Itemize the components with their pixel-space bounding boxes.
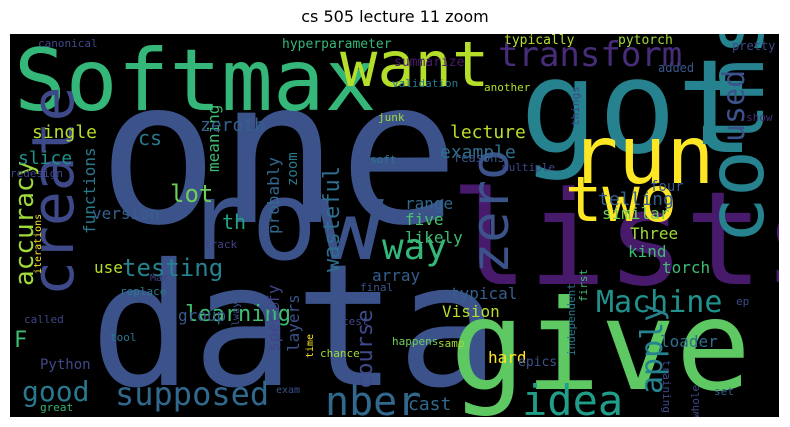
word-called: called xyxy=(24,313,64,326)
word-range: range xyxy=(405,194,454,213)
word-pretty: pretty xyxy=(732,39,776,53)
word-run: run xyxy=(570,109,715,202)
word-independent: independent xyxy=(565,283,578,356)
word-final: final xyxy=(360,281,394,294)
word-similar: similar xyxy=(602,204,670,223)
word-lecture: lecture xyxy=(450,122,526,143)
word-transform: transform xyxy=(498,35,683,75)
word-zeroth: zeroth xyxy=(200,115,266,136)
word-testing: testing xyxy=(122,254,224,282)
word-lists: lists xyxy=(450,163,779,315)
word-cs: cs xyxy=(138,126,163,150)
word-two: two xyxy=(565,163,677,236)
word-happens: happens xyxy=(392,335,439,348)
word-pytorch: pytorch xyxy=(618,34,673,48)
word-show: show xyxy=(746,111,773,124)
word-added: added xyxy=(658,61,695,75)
word-validation: validation xyxy=(392,77,459,90)
word-single: single xyxy=(32,122,98,143)
word-test: test xyxy=(342,315,369,328)
word-softmax: Softmax xyxy=(14,34,377,131)
word-learning: learning xyxy=(185,302,291,327)
word-five: five xyxy=(405,210,444,229)
word-whole: whole xyxy=(689,384,702,417)
word-zoom: zoom xyxy=(285,152,301,186)
word-multiple: multiple xyxy=(502,161,555,174)
word-iterations: iterations xyxy=(33,213,44,274)
word-ep: ep xyxy=(736,295,750,308)
word-want: want xyxy=(340,34,490,101)
word-good: good xyxy=(22,375,90,408)
word-python: Python xyxy=(40,357,91,373)
word-likely: likely xyxy=(405,228,463,247)
figure-title: cs 505 lecture 11 zoom xyxy=(301,7,489,26)
word-supposed: supposed xyxy=(115,375,270,413)
word-give: give xyxy=(450,274,752,417)
word-always: always xyxy=(231,295,242,332)
word-sgd: SGD xyxy=(260,301,280,314)
word-machine: Machine xyxy=(596,285,723,320)
word-hard: hard xyxy=(488,348,527,367)
word-way: way xyxy=(382,227,448,268)
word-max: Max xyxy=(150,273,169,284)
word-epics: epics xyxy=(518,355,558,370)
word-typically: typically xyxy=(504,34,575,48)
word-use: use xyxy=(94,258,123,277)
word-training: training xyxy=(660,360,673,413)
word-typical: typical xyxy=(450,284,518,303)
word-time: time xyxy=(305,333,316,358)
word-four: four xyxy=(650,179,684,195)
word-idea: idea xyxy=(522,376,624,418)
word-vision: Vision xyxy=(442,302,500,321)
word-chance: chance xyxy=(320,347,360,360)
word-layers: layers xyxy=(284,294,303,352)
word-th: th xyxy=(222,210,247,234)
word-telling: telling xyxy=(598,189,674,210)
word-hyperparameter: hyperparameter xyxy=(282,37,392,52)
word-one: one xyxy=(98,37,460,270)
word-kind: kind xyxy=(628,242,667,261)
word-version: version xyxy=(92,204,160,223)
word-summarize: summarize xyxy=(394,55,465,70)
word-redesign: redesign xyxy=(10,167,63,180)
word-group: group xyxy=(178,306,227,325)
word-junk: junk xyxy=(378,111,405,124)
word-got: got xyxy=(520,34,755,183)
word-f: F xyxy=(14,328,28,353)
word-cast: cast xyxy=(408,394,452,415)
word-nber: nber xyxy=(325,379,422,417)
word-track: track xyxy=(204,238,238,251)
word-cloud: one lists data got row give Softmax want… xyxy=(10,34,779,417)
word-loader: loader xyxy=(660,332,718,351)
word-wasteful: wasteful xyxy=(320,166,345,272)
word-specify: specify xyxy=(264,284,283,352)
word-tool: tool xyxy=(110,331,137,344)
word-lot: lot xyxy=(170,180,214,208)
word-first: first xyxy=(577,268,590,302)
word-set: set xyxy=(714,385,734,398)
word-example: example xyxy=(440,142,516,163)
word-samp: samp xyxy=(438,337,465,350)
word-soft: soft xyxy=(370,153,397,166)
word-data: data xyxy=(90,228,500,417)
word-reasons: reasons xyxy=(454,151,505,165)
word-probably: probably xyxy=(264,156,283,234)
word-used: used xyxy=(717,69,752,142)
word-great: great xyxy=(40,401,74,414)
word-torch: torch xyxy=(662,258,711,277)
word-slice: slice xyxy=(18,148,73,169)
word-array: array xyxy=(372,266,421,285)
word-exam: exam xyxy=(276,385,301,396)
word-row: row xyxy=(185,157,384,285)
word-another: another xyxy=(484,81,531,94)
word-canonical: canonical xyxy=(38,37,98,50)
word-things: things xyxy=(569,86,582,126)
word-replace: replace xyxy=(120,285,167,298)
word-three: Three xyxy=(630,224,679,243)
